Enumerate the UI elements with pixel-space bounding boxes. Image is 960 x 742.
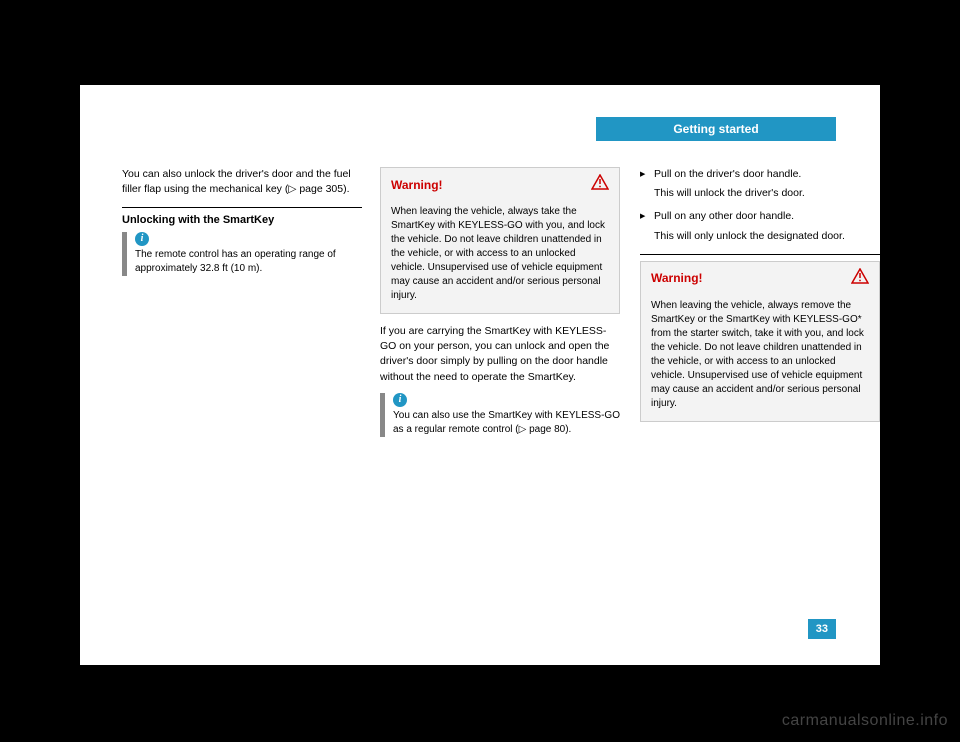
watermark: carmanualsonline.info — [782, 712, 948, 730]
warning-icon — [851, 268, 869, 289]
warning-title: Warning! — [391, 178, 443, 192]
step-text: Pull on any other door handle. — [654, 210, 794, 222]
note-content: i You can also use the SmartKey with KEY… — [385, 393, 620, 437]
divider — [640, 254, 880, 255]
subheading: Unlocking with the SmartKey — [122, 214, 362, 226]
warning-title: Warning! — [651, 271, 703, 285]
section-header: Getting started — [596, 117, 836, 141]
step-text: Pull on the driver's door handle. — [654, 168, 801, 180]
column-2: Warning! When leaving the vehicle, alway… — [380, 167, 620, 447]
note-text: The remote control has an operating rang… — [135, 248, 362, 276]
page-number: 33 — [808, 619, 836, 639]
warning-box: Warning! When leaving the vehicle, alway… — [380, 167, 620, 314]
warning-box: Warning! When leaving the vehicle, alway… — [640, 261, 880, 422]
divider — [122, 207, 362, 208]
note-content: i The remote control has an operating ra… — [127, 232, 362, 276]
manual-page: Getting started You can also unlock the … — [80, 85, 880, 665]
para: You can also unlock the driver's door an… — [122, 167, 362, 197]
info-icon: i — [393, 393, 407, 407]
para: If you are carrying the SmartKey with KE… — [380, 324, 620, 385]
warning-header: Warning! — [381, 168, 619, 199]
column-3: Pull on the driver's door handle. This w… — [640, 167, 880, 432]
warning-body: When leaving the vehicle, always remove … — [641, 293, 879, 421]
info-note: i The remote control has an operating ra… — [122, 232, 362, 276]
instruction-step: Pull on the driver's door handle. — [640, 167, 880, 182]
warning-body: When leaving the vehicle, always take th… — [381, 199, 619, 313]
instruction-step: Pull on any other door handle. — [640, 209, 880, 224]
info-icon: i — [135, 232, 149, 246]
warning-header: Warning! — [641, 262, 879, 293]
column-1: You can also unlock the driver's door an… — [122, 167, 362, 286]
note-text: You can also use the SmartKey with KEYLE… — [393, 409, 620, 437]
step-result: This will unlock the driver's door. — [640, 186, 880, 201]
warning-icon — [591, 174, 609, 195]
info-note: i You can also use the SmartKey with KEY… — [380, 393, 620, 437]
step-result: This will only unlock the designated doo… — [640, 229, 880, 244]
section-title: Getting started — [673, 122, 758, 136]
